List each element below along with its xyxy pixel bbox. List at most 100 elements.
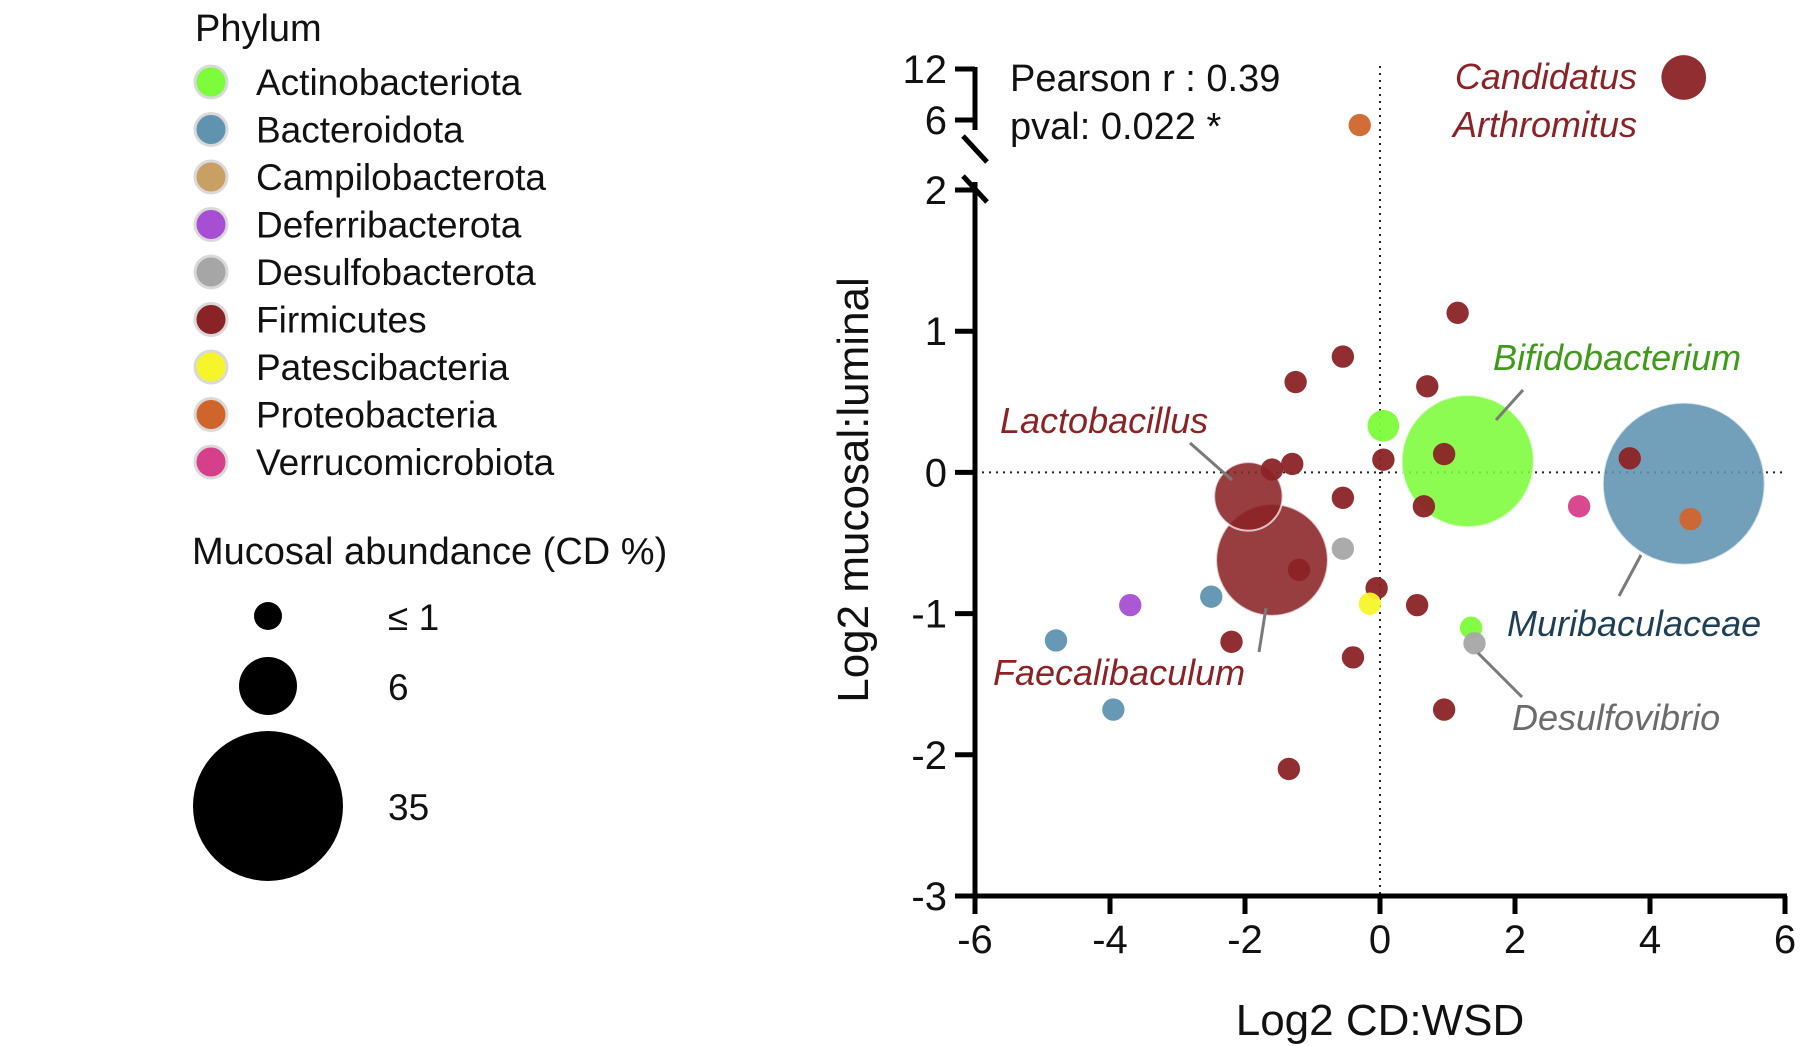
size-legend-title: Mucosal abundance (CD %): [192, 531, 667, 573]
legend-label-campilobacterota: Campilobacterota: [256, 157, 546, 198]
data-point-bifidobacterium: [1400, 393, 1535, 529]
size-legend-circle: [193, 731, 343, 881]
annotation-faecalibaculum: Faecalibaculum: [993, 607, 1268, 693]
annotation-muribaculaceae: Muribaculaceae: [1507, 554, 1761, 644]
annotation-label: Arthromitus: [1451, 104, 1637, 145]
size-legend-label: 35: [388, 787, 429, 828]
legend-label-proteobacteria: Proteobacteria: [256, 395, 497, 436]
data-point-firmicutes: [1372, 448, 1395, 471]
leader-line: [1494, 388, 1525, 422]
legend-item-firmicutes: Firmicutes: [193, 300, 427, 341]
data-point-verrucomicrobiota: [1567, 495, 1591, 518]
axis-break-mark: [961, 174, 989, 204]
data-point-actinobacteriota: [1367, 409, 1400, 442]
legend-item-bacteroidota: Bacteroidota: [193, 110, 464, 151]
data-point-firmicutes: [1432, 442, 1456, 466]
axis-break-mark: [961, 134, 989, 164]
data-point-patescibacteria: [1358, 592, 1382, 615]
x-tick-label: -2: [1227, 918, 1263, 962]
legend-item-patescibacteria: Patescibacteria: [193, 347, 509, 388]
data-point-firmicutes: [1331, 345, 1355, 368]
legend-swatch-campilobacterota: [193, 159, 229, 195]
y-tick-label-upper: 12: [903, 48, 948, 92]
x-tick-label: 6: [1774, 918, 1796, 962]
size-legend: Mucosal abundance (CD %) ≤ 1 6 35: [192, 531, 667, 881]
y-tick-label: -3: [911, 875, 947, 919]
legend-label-bacteroidota: Bacteroidota: [256, 110, 464, 151]
x-axis-title: Log2 CD:WSD: [1236, 996, 1525, 1045]
data-point-firmicutes: [1284, 370, 1307, 394]
legend-label-verrucomicrobiota: Verrucomicrobiota: [256, 442, 555, 483]
data-point-firmicutes: [1260, 458, 1284, 481]
data-point-firmicutes: [1618, 447, 1641, 470]
legend-swatch-firmicutes: [193, 302, 229, 337]
legend-item-desulfobacterota: Desulfobacterota: [193, 252, 536, 293]
legend-swatch-deferribacterota: [193, 207, 229, 242]
y-tick-label: 1: [925, 310, 947, 354]
legend-swatch-desulfobacterota: [193, 254, 229, 290]
legend-swatch-patescibacteria: [193, 349, 229, 385]
size-legend-circle: [254, 602, 282, 630]
legend-label-actinobacteriota: Actinobacteriota: [256, 62, 522, 103]
leader-line: [1617, 554, 1643, 597]
annotation-desulfovibrio: Desulfovibrio: [1476, 651, 1720, 738]
data-point-firmicutes: [1405, 593, 1429, 617]
y-tick-label: -1: [911, 593, 947, 637]
legend-item-proteobacteria: Proteobacteria: [193, 395, 497, 436]
legend-item-actinobacteriota: Actinobacteriota: [193, 62, 522, 103]
annotation-candidatus-arthromitus: Candidatus Arthromitus: [1451, 56, 1637, 145]
annotation-label: Candidatus: [1455, 56, 1637, 97]
annotation-label: Lactobacillus: [1000, 400, 1208, 441]
data-point-proteobacteria: [1348, 113, 1371, 137]
data-point-firmicutes: [1341, 646, 1365, 669]
data-point-proteobacteria: [1679, 507, 1702, 531]
legend-label-firmicutes: Firmicutes: [256, 300, 427, 341]
data-point-muribaculaceae: [1601, 401, 1766, 566]
phylum-legend-title: Phylum: [195, 8, 322, 50]
size-legend-item: 35: [193, 731, 429, 881]
annotation-label: Desulfovibrio: [1512, 697, 1720, 738]
data-point-firmicutes: [1220, 630, 1243, 654]
leader-line: [1257, 607, 1268, 653]
x-tick-label: 2: [1504, 918, 1526, 962]
annotation-label: Bifidobacterium: [1493, 337, 1741, 378]
phylum-legend: Phylum Actinobacteriota Bacteroidota Campi…: [193, 8, 555, 483]
legend-swatch-proteobacteria: [193, 397, 229, 432]
x-tick-label: -4: [1092, 918, 1128, 962]
data-point-deferribacterota: [1119, 593, 1142, 617]
data-point-firmicutes: [1432, 698, 1456, 721]
data-point-firmicutes: [1287, 558, 1311, 582]
x-tick-label: 0: [1369, 918, 1391, 962]
leader-line: [1189, 441, 1233, 482]
x-tick-label: 4: [1639, 918, 1661, 962]
data-point-firmicutes: [1277, 757, 1301, 781]
data-point-candidatus-arthromitus: [1661, 55, 1707, 100]
legend-item-campilobacterota: Campilobacterota: [193, 157, 546, 198]
legend-label-patescibacteria: Patescibacteria: [256, 347, 509, 388]
legend-item-verrucomicrobiota: Verrucomicrobiota: [193, 442, 555, 483]
data-point-firmicutes: [1446, 301, 1469, 325]
data-point-bacteroidota: [1102, 698, 1125, 721]
y-tick-label-upper: 6: [925, 99, 947, 143]
annotation-lactobacillus: Lactobacillus: [1000, 400, 1233, 482]
legend-swatch-bacteroidota: [193, 112, 229, 147]
y-tick-label: 2: [925, 169, 947, 213]
y-tick-label: 0: [925, 451, 947, 495]
legend-swatch-actinobacteriota: [193, 64, 229, 100]
data-point-desulfovibrio: [1463, 632, 1486, 655]
data-point-firmicutes: [1281, 452, 1304, 476]
data-point-desulfobacterota: [1331, 537, 1355, 560]
legend-label-desulfobacterota: Desulfobacterota: [256, 252, 536, 293]
data-point-firmicutes: [1412, 495, 1436, 518]
size-legend-circle: [239, 657, 297, 715]
x-tick-label: -6: [957, 918, 993, 962]
legend-swatch-verrucomicrobiota: [193, 444, 229, 480]
data-point-bacteroidota: [1044, 629, 1068, 652]
pearson-r-text: Pearson r : 0.39: [1010, 58, 1280, 100]
annotation-label: Faecalibaculum: [993, 652, 1245, 693]
legend-label-deferribacterota: Deferribacterota: [256, 205, 522, 246]
data-point-bacteroidota: [1200, 585, 1223, 608]
y-axis-title: Log2 mucosal:luminal: [829, 277, 878, 703]
size-legend-label: ≤ 1: [388, 597, 439, 638]
